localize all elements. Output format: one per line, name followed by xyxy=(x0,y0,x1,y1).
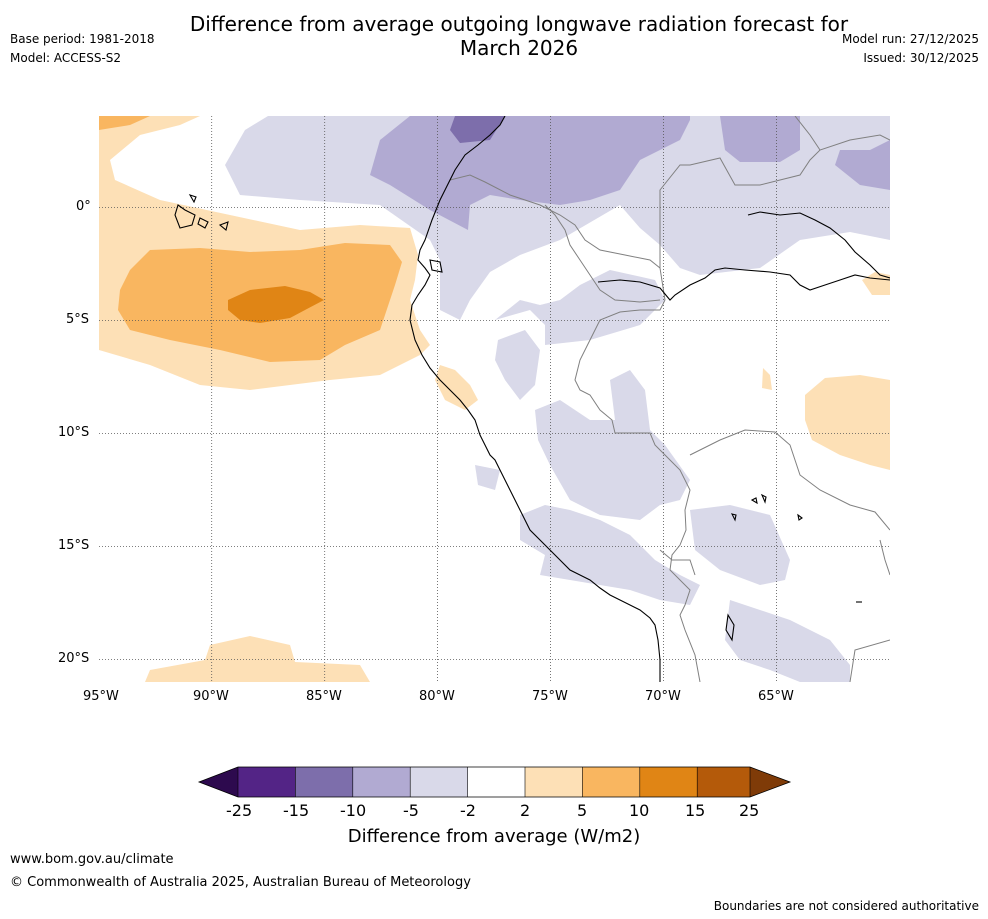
colorbar-segment-pos2-pos5 xyxy=(525,767,583,797)
colorbar-segment-below-neg25 xyxy=(199,767,238,797)
coastline xyxy=(174,116,890,682)
colorbar-segment-neg25-neg15 xyxy=(238,767,296,797)
colorbar-segment-pos5-pos10 xyxy=(582,767,640,797)
boundary-disclaimer: Boundaries are not considered authoritat… xyxy=(713,899,979,913)
lon-label-75w: 75°W xyxy=(532,689,568,704)
lat-label-5s: 5°S xyxy=(66,312,90,327)
colorbar-title: Difference from average (W/m2) xyxy=(347,826,641,847)
colorbar-segment-neg10-neg5 xyxy=(352,767,411,797)
cb-tick-2: 2 xyxy=(520,801,531,820)
colorbar-segment-pos15-pos25 xyxy=(697,767,750,797)
colorbar-segment-pos10-pos15 xyxy=(639,767,698,797)
cb-tick-neg15: -15 xyxy=(283,801,310,820)
lon-label-90w: 90°W xyxy=(193,689,229,704)
model-name: Model: ACCESS-S2 xyxy=(10,51,122,65)
lat-label-0: 0° xyxy=(76,199,91,214)
graticule xyxy=(99,116,890,682)
title-line-2: March 2026 xyxy=(459,36,579,60)
cb-tick-5: 5 xyxy=(577,801,588,820)
lon-label-65w: 65°W xyxy=(758,689,794,704)
anomaly-neg15-neg10 xyxy=(450,116,505,143)
anomaly-pos10-pos15 xyxy=(228,286,324,323)
colorbar-segment-above-25 xyxy=(750,767,790,797)
lat-label-15s: 15°S xyxy=(58,538,90,553)
country-boundaries xyxy=(449,116,890,682)
cb-tick-neg2: -2 xyxy=(460,801,476,820)
cb-tick-10: 10 xyxy=(629,801,650,820)
cb-tick-neg10: -10 xyxy=(340,801,367,820)
colorbar-dividers xyxy=(237,767,751,797)
title-line-1: Difference from average outgoing longwav… xyxy=(189,12,849,36)
model-run: Model run: 27/12/2025 xyxy=(841,32,979,46)
cb-tick-neg5: -5 xyxy=(403,801,419,820)
lat-label-10s: 10°S xyxy=(58,425,90,440)
colorbar-segment-neg15-neg10 xyxy=(295,767,353,797)
lon-label-70w: 70°W xyxy=(645,689,681,704)
lon-label-85w: 85°W xyxy=(306,689,342,704)
cb-tick-25: 25 xyxy=(739,801,760,820)
cb-tick-neg25: -25 xyxy=(226,801,253,820)
chart-title: Difference from average outgoing longwav… xyxy=(0,12,988,60)
issued-date: Issued: 30/12/2025 xyxy=(863,51,979,65)
anomaly-neg10-neg5 xyxy=(370,116,890,230)
website-link[interactable]: www.bom.gov.au/climate xyxy=(10,852,174,867)
base-period: Base period: 1981-2018 xyxy=(10,32,155,46)
colorbar-segment-neutral xyxy=(467,767,525,797)
colorbar-segment-neg5-neg2 xyxy=(410,767,468,797)
lat-label-20s: 20°S xyxy=(58,651,90,666)
lon-label-95w: 95°W xyxy=(83,689,119,704)
cb-tick-15: 15 xyxy=(685,801,706,820)
copyright: © Commonwealth of Australia 2025, Austra… xyxy=(10,875,471,890)
lon-label-80w: 80°W xyxy=(419,689,455,704)
